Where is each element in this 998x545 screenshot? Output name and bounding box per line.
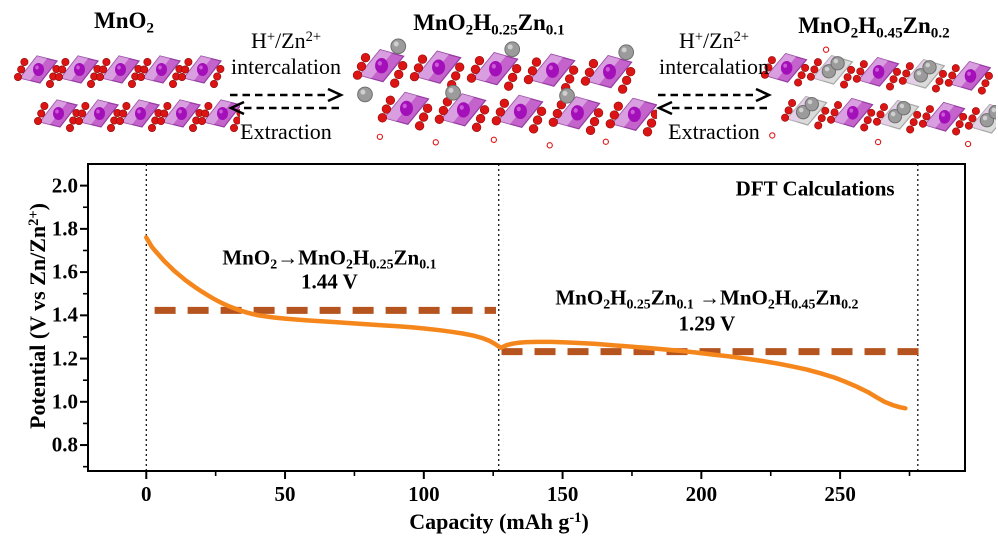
x-tick-label: 50 (274, 482, 296, 506)
x-tick-label: 100 (408, 482, 440, 506)
y-tick-label: 1.2 (51, 346, 78, 371)
zn-octahedron (898, 58, 947, 93)
structure-label-mno2h045zn02: MnO2H0.45Zn0.2 (798, 13, 950, 42)
intercalation-label: intercalation (659, 54, 769, 79)
mno2-octahedron (852, 56, 902, 91)
annotation-voltage-2: 1.29 V (678, 311, 736, 335)
y-tick-label: 1.6 (51, 259, 78, 284)
mno2-octahedron (96, 55, 143, 88)
zn-atom (390, 38, 407, 55)
zn-atom (618, 44, 635, 61)
crystal-structure-mno2h045zn02-image (760, 46, 996, 148)
transition-group-left: H+/Zn2+ intercalation Extraction (222, 28, 350, 145)
x-tick-label: 0 (141, 482, 152, 506)
ion-label: H+/Zn2+ (250, 28, 322, 53)
mno2-octahedron (605, 97, 657, 137)
plot-frame (87, 163, 966, 472)
mno2-octahedron (116, 99, 163, 133)
zn-octahedron (964, 103, 996, 134)
mno2-octahedron (434, 93, 490, 132)
x-axis-title: Capacity (mAh g-1) (409, 509, 589, 534)
y-tick-label: 1.0 (51, 389, 78, 414)
zn-atom (559, 87, 575, 104)
x-tick-label: 150 (546, 482, 579, 506)
y-tick-label: 1.8 (51, 216, 78, 241)
x-tick-label: 250 (824, 482, 856, 506)
mno2-octahedron (466, 52, 522, 91)
zn-atom (357, 86, 373, 103)
intercalation-label: intercalation (231, 54, 341, 79)
transition-group-right: H+/Zn2+ intercalation Extraction (650, 28, 778, 145)
mno2-octahedron (918, 101, 968, 136)
intercalation-extraction-arrows-icon (228, 87, 344, 116)
crystal-structure-mno2h025zn01-image (352, 38, 657, 149)
mno2-octahedron (352, 49, 408, 88)
mno2-octahedron (157, 99, 204, 133)
crystal-structure-mno2-image (14, 55, 240, 133)
y-tick-label: 0.8 (51, 432, 78, 457)
mno2-octahedron (33, 99, 81, 133)
zn-atom (504, 41, 521, 58)
mno2-octahedron (548, 96, 604, 135)
mno2-octahedron (14, 55, 61, 88)
extraction-label: Extraction (668, 119, 760, 144)
mno2-octahedron (409, 50, 465, 90)
zn-octahedron (781, 95, 830, 130)
mno2-octahedron (523, 53, 579, 93)
mno2-octahedron (54, 55, 102, 88)
mno2-octahedron (178, 55, 225, 88)
structure-label-mno2: MnO2 (94, 8, 154, 37)
annotation-voltage-1: 1.44 V (301, 269, 358, 294)
x-tick-label: 200 (685, 482, 718, 506)
intercalation-extraction-arrows-icon (656, 87, 772, 116)
extraction-label: Extraction (240, 119, 332, 144)
mno2-octahedron (491, 94, 547, 134)
discharge-curve (144, 235, 908, 411)
mno2-octahedron (760, 52, 810, 87)
zn-atom (445, 84, 461, 101)
annotation-dft-calculations: DFT Calculations (735, 176, 895, 201)
mno2-octahedron (827, 97, 876, 132)
annotation-reaction-1: MnO2→MnO2H0.25Zn0.1 (222, 245, 437, 271)
y-tick-label: 1.4 (51, 302, 78, 327)
annotation-reaction-2: MnO2H0.25Zn0.1 →MnO2H0.45Zn0.2 (555, 285, 859, 312)
zn-octahedron (806, 54, 856, 89)
structure-label-mno2h025zn01: MnO2H0.25Zn0.1 (413, 10, 565, 39)
ion-label: H+/Zn2+ (678, 28, 750, 53)
zn-octahedron (872, 99, 922, 134)
y-tick-label: 2.0 (51, 173, 78, 198)
mno2-octahedron (75, 99, 122, 133)
mno2-octahedron (580, 55, 636, 94)
mno2-octahedron (377, 91, 433, 131)
mno2-octahedron (944, 60, 993, 95)
